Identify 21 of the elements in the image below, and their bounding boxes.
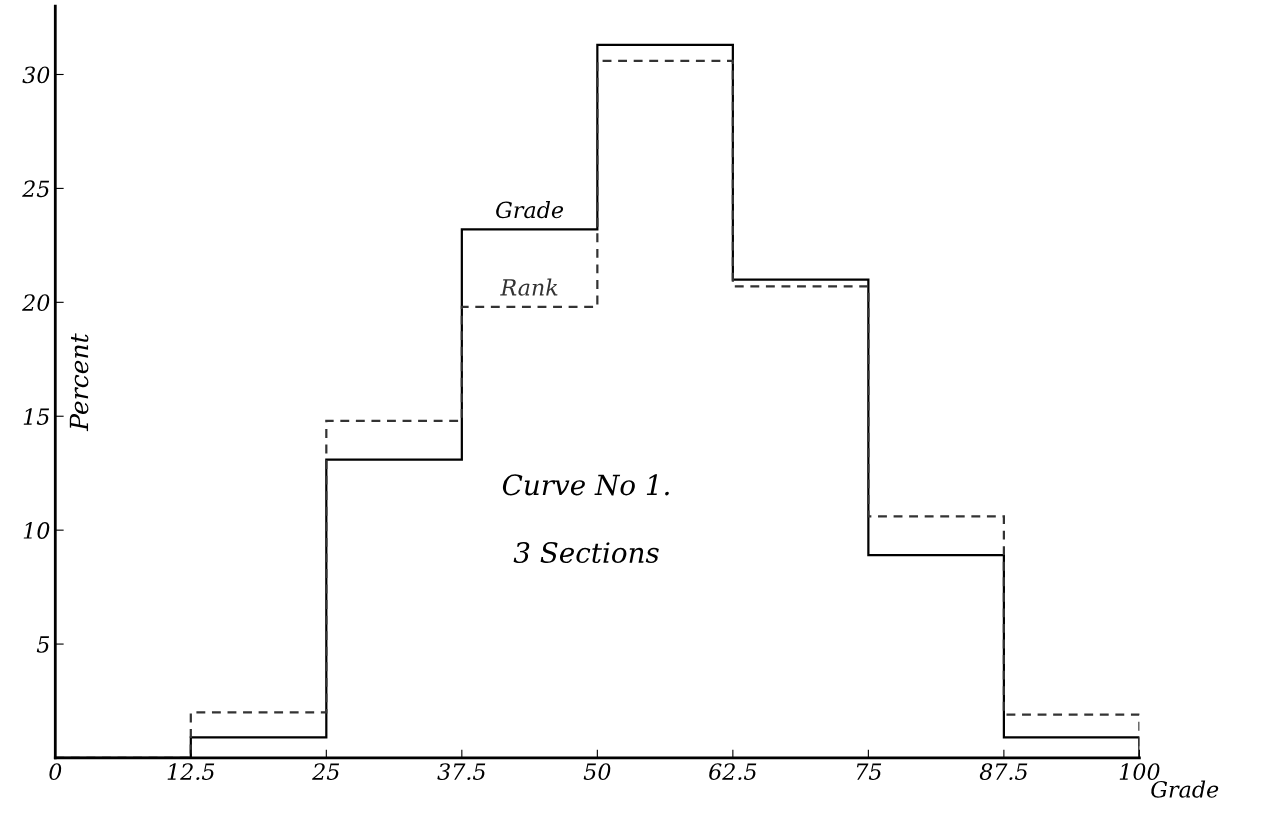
y-tick-label: 10 [23, 522, 50, 539]
x-tick-label: 25 [312, 763, 340, 781]
x-tick-label: 75 [856, 763, 882, 781]
y-tick-label: 5 [36, 636, 50, 653]
y-axis-title: Percent [69, 333, 89, 432]
x-tick-label: 100 [1119, 763, 1160, 781]
x-tick-label: 50 [583, 763, 611, 781]
annotation: Curve No 1. [502, 474, 669, 496]
x-tick-label: 0 [49, 763, 62, 781]
series-label: Grade [496, 201, 564, 219]
y-tick-label: 20 [22, 294, 50, 312]
x-tick-label: 12.5 [167, 763, 215, 781]
x-axis-title: Grade [1151, 780, 1219, 798]
y-tick-label: 30 [22, 66, 50, 84]
x-tick-label: 87.5 [979, 763, 1028, 781]
annotation: 3 Sections [513, 542, 659, 564]
x-tick-label: 37.5 [437, 763, 486, 781]
y-tick-label: 25 [22, 180, 50, 198]
x-tick-label: 62.5 [709, 763, 757, 781]
series-label: Rank [500, 278, 558, 296]
y-tick-label: 15 [23, 408, 50, 425]
